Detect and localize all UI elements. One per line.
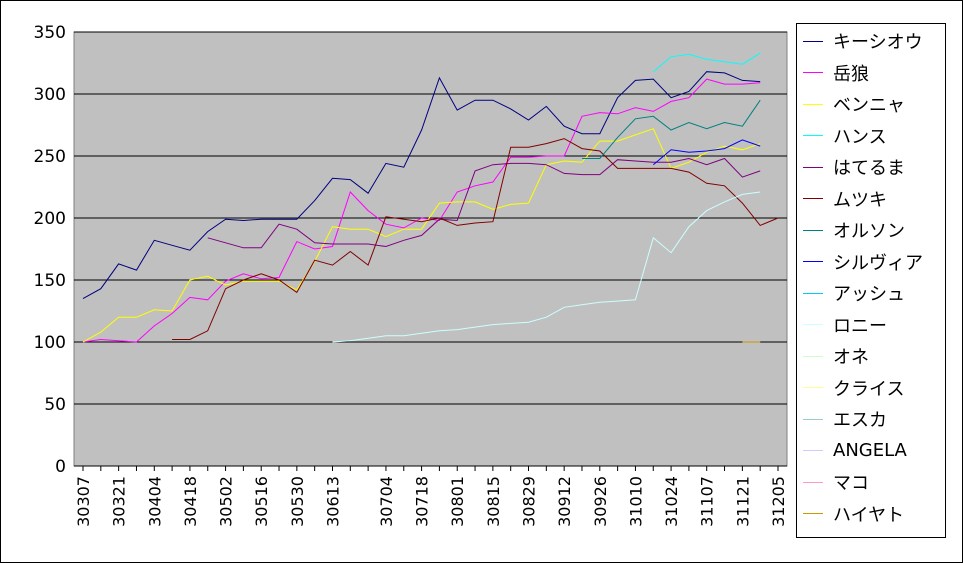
- x-tick-label: 30912: [555, 476, 574, 527]
- legend-swatch: [803, 261, 823, 262]
- y-axis-ticks: 0 50 100 150 200 250 300 350: [34, 23, 66, 477]
- series-line-3: [652, 52, 761, 73]
- x-tick-label: 30307: [74, 476, 93, 527]
- x-tick-label: 30801: [448, 476, 467, 527]
- legend-item: オネ: [803, 341, 869, 371]
- x-tick-label: 30404: [145, 476, 164, 527]
- legend-label: 岳狼: [833, 63, 869, 85]
- gridlines: [74, 31, 787, 467]
- x-tick-label: 30815: [484, 476, 503, 527]
- series-line-5: [172, 138, 779, 340]
- legend-swatch: [803, 229, 823, 231]
- x-tick-label: 31024: [662, 476, 681, 527]
- y-tick-label: 150: [34, 271, 66, 291]
- legend-swatch: [803, 418, 823, 420]
- legend-swatch: [803, 292, 823, 294]
- legend-swatch: [803, 166, 823, 168]
- series-line-2: [82, 128, 761, 343]
- plot-area: [73, 31, 788, 467]
- x-tick-label: 30829: [520, 476, 539, 527]
- legend-swatch: [803, 40, 823, 42]
- legend-label: ハイヤト: [833, 504, 905, 526]
- legend-item: ムツキ: [803, 184, 887, 214]
- legend-swatch: [803, 324, 823, 325]
- y-tick-label: 50: [44, 395, 66, 415]
- series-line-9: [332, 191, 761, 343]
- legend-item: ベンニャ: [803, 89, 905, 119]
- legend-label: エスカ: [833, 410, 887, 431]
- y-tick-label: 250: [34, 147, 66, 167]
- legend-item: エスカ: [803, 404, 887, 434]
- legend-item: アッシュ: [803, 278, 905, 308]
- legend-swatch: [803, 513, 823, 514]
- legend-label: キーシオウ: [833, 32, 923, 53]
- y-tick-label: 350: [34, 23, 66, 43]
- legend-item: ハンス: [803, 121, 887, 151]
- legend-label: ロニー: [833, 315, 887, 337]
- x-tick-label: 30418: [181, 476, 200, 527]
- legend-item: キーシオウ: [803, 26, 923, 56]
- x-tick-label: 30530: [288, 476, 307, 527]
- legend-item: シルヴィア: [803, 247, 923, 277]
- x-tick-label: 30704: [377, 476, 396, 527]
- x-tick-label: 30926: [591, 476, 610, 527]
- legend-swatch: [803, 72, 823, 73]
- legend-swatch: [803, 103, 823, 105]
- x-axis-ticks: 30307 30321 30404 30418 30502 30516 30530 30613…: [74, 466, 788, 527]
- y-tick-label: 100: [34, 333, 66, 353]
- x-tick-label: 30516: [252, 476, 271, 527]
- legend-item: クライス: [803, 373, 904, 403]
- legend-item: マコ: [803, 467, 869, 497]
- legend: キーシオウ岳狼ベンニャハンスはてるまムツキオルソンシルヴィアアッシュロニーオネク…: [796, 23, 946, 538]
- x-tick-label: 31205: [769, 476, 788, 527]
- legend-label: アッシュ: [833, 284, 905, 305]
- legend-label: ハンス: [833, 126, 887, 148]
- legend-swatch: [803, 198, 823, 199]
- legend-label: マコ: [833, 473, 869, 494]
- series-line-4: [207, 157, 761, 249]
- y-tick-label: 200: [34, 209, 66, 229]
- x-tick-label: 30613: [323, 476, 342, 527]
- y-tick-label: 300: [34, 85, 66, 105]
- series-line-6: [582, 99, 761, 159]
- legend-label: オネ: [833, 347, 869, 368]
- legend-swatch: [803, 387, 823, 388]
- legend-label: ムツキ: [833, 189, 887, 211]
- series-lines: [82, 52, 779, 343]
- legend-swatch: [803, 450, 823, 451]
- legend-item: 岳狼: [803, 58, 869, 88]
- legend-label: はてるま: [833, 158, 905, 179]
- legend-item: ANGELA: [803, 436, 907, 466]
- legend-item: オルソン: [803, 215, 905, 245]
- series-line-0: [82, 71, 761, 300]
- x-tick-label: 30502: [217, 476, 236, 527]
- legend-label: シルヴィア: [833, 252, 923, 274]
- legend-label: クライス: [833, 378, 905, 400]
- x-tick-label: 31107: [698, 476, 717, 527]
- legend-label: オルソン: [833, 221, 905, 242]
- x-tick-label: 30321: [110, 476, 129, 527]
- y-tick-label: 0: [55, 457, 66, 477]
- legend-swatch: [803, 355, 823, 357]
- x-tick-label: 31010: [626, 476, 645, 527]
- x-tick-label: 30718: [413, 476, 432, 527]
- legend-item: ロニー: [803, 310, 887, 340]
- legend-item: はてるま: [803, 152, 905, 182]
- legend-label: ANGELA: [833, 440, 907, 461]
- series-line-7: [652, 139, 761, 166]
- legend-label: ベンニャ: [833, 95, 905, 116]
- x-tick-label: 31121: [733, 476, 752, 527]
- legend-swatch: [803, 481, 823, 483]
- series-line-1: [82, 78, 761, 343]
- legend-swatch: [803, 135, 823, 136]
- legend-item: ハイヤト: [803, 499, 904, 529]
